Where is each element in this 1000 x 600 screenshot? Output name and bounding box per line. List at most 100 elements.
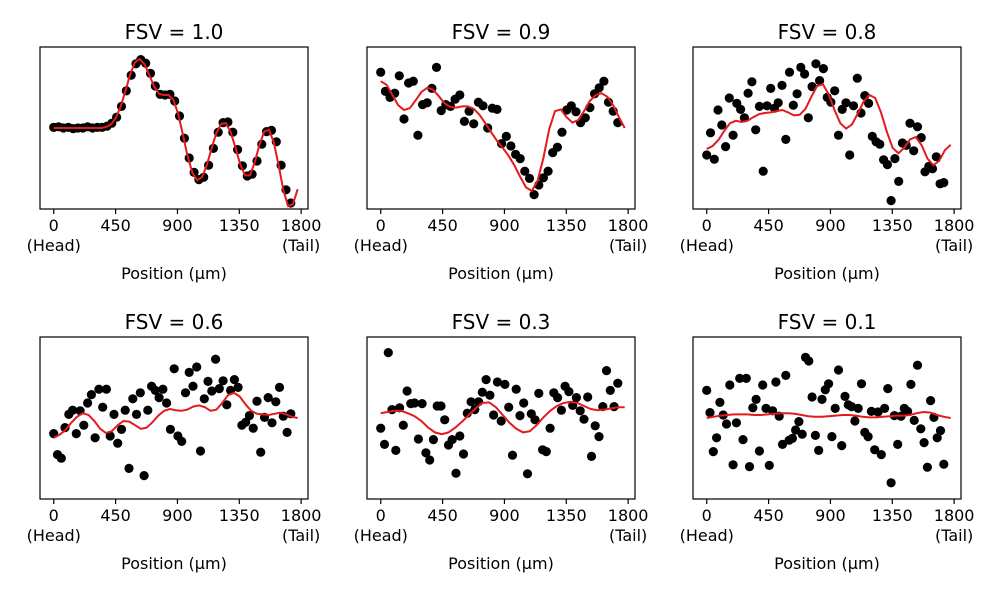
- data-point: [56, 453, 66, 463]
- plot-frame: [366, 336, 636, 500]
- panel-title: FSV = 1.0: [125, 20, 224, 44]
- panel-title: FSV = 0.3: [452, 310, 551, 334]
- data-point: [926, 396, 936, 406]
- fit-line: [380, 80, 626, 193]
- data-point: [833, 130, 844, 140]
- data-point: [519, 398, 529, 408]
- data-point: [893, 439, 903, 449]
- data-point: [500, 379, 510, 389]
- data-point: [413, 130, 423, 140]
- data-point: [83, 398, 93, 408]
- x-tick-label: 0: [376, 506, 386, 525]
- x-tick-label: 450: [427, 506, 458, 525]
- head-label: (Head): [354, 526, 408, 545]
- data-point: [162, 398, 172, 408]
- data-point: [492, 104, 502, 114]
- data-point: [754, 446, 765, 456]
- data-point: [748, 403, 758, 413]
- data-point: [803, 113, 813, 123]
- data-point: [530, 415, 540, 425]
- x-tick-label: 450: [100, 506, 131, 525]
- data-point: [218, 376, 228, 386]
- data-point: [267, 418, 277, 428]
- panel-title: FSV = 0.1: [778, 310, 877, 334]
- data-point: [101, 384, 111, 394]
- data-point: [773, 98, 783, 108]
- data-point: [458, 449, 469, 459]
- data-point: [599, 76, 609, 86]
- data-point: [797, 429, 807, 439]
- data-point: [744, 462, 755, 472]
- x-tick-label: 1350: [872, 216, 913, 235]
- data-point: [613, 378, 623, 388]
- x-tick-label: 900: [815, 216, 846, 235]
- data-point: [702, 385, 712, 395]
- data-point: [586, 451, 597, 461]
- data-point: [762, 101, 772, 111]
- x-tick-label: 450: [753, 216, 784, 235]
- data-point: [68, 405, 78, 415]
- x-tick-label: 900: [162, 216, 193, 235]
- data-point: [541, 447, 551, 457]
- x-tick-label: 1350: [872, 506, 913, 525]
- data-point: [124, 463, 134, 473]
- data-point: [754, 101, 765, 111]
- data-point: [274, 382, 285, 392]
- x-tick-label: 900: [489, 506, 520, 525]
- head-label: (Head): [27, 236, 81, 255]
- data-point: [520, 166, 530, 176]
- data-point: [870, 445, 880, 455]
- x-tick-label: 1350: [219, 216, 260, 235]
- data-point: [139, 471, 149, 481]
- data-point: [894, 176, 904, 186]
- data-point: [784, 67, 795, 77]
- data-point: [564, 387, 574, 397]
- data-point: [477, 387, 487, 397]
- data-point: [481, 375, 491, 385]
- data-point: [906, 379, 916, 389]
- tail-label: (Tail): [282, 526, 320, 545]
- data-point: [594, 83, 604, 93]
- data-point: [787, 433, 798, 443]
- data-point: [939, 459, 949, 469]
- data-point: [511, 384, 521, 394]
- x-tick-label: 1800: [934, 506, 975, 525]
- data-point: [837, 441, 847, 451]
- data-point: [579, 414, 589, 424]
- data-point: [207, 386, 217, 396]
- data-point: [199, 172, 209, 182]
- data-point: [466, 397, 476, 407]
- data-point: [116, 424, 127, 434]
- data-point: [848, 101, 859, 111]
- data-point: [195, 446, 206, 456]
- data-point: [451, 468, 461, 478]
- data-point: [545, 423, 555, 433]
- data-point: [736, 104, 746, 114]
- data-point: [735, 373, 745, 383]
- data-point: [603, 97, 614, 107]
- data-point: [271, 397, 281, 407]
- data-point: [402, 386, 412, 396]
- data-point: [939, 178, 949, 188]
- data-point: [824, 379, 834, 389]
- panel-1: FSV = 0.9 0 450 900 1350 1800 (Head) (Tail) Posi…: [354, 20, 649, 283]
- data-point: [413, 434, 423, 444]
- tail-label: (Tail): [609, 526, 647, 545]
- data-point: [721, 142, 731, 152]
- data-point: [852, 73, 862, 83]
- data-point: [724, 93, 734, 103]
- data-point: [916, 424, 926, 434]
- tail-label: (Tail): [282, 236, 320, 255]
- data-point: [141, 58, 151, 68]
- plot-frame: [39, 336, 309, 500]
- fit-line: [53, 57, 299, 208]
- data-point: [792, 89, 802, 99]
- data-point: [247, 169, 257, 179]
- data-point: [60, 423, 70, 433]
- x-tick-label: 0: [702, 506, 712, 525]
- data-point: [211, 354, 221, 364]
- data-point: [804, 356, 814, 366]
- data-point: [244, 411, 254, 421]
- data-point: [580, 113, 590, 123]
- fit-line: [53, 391, 298, 439]
